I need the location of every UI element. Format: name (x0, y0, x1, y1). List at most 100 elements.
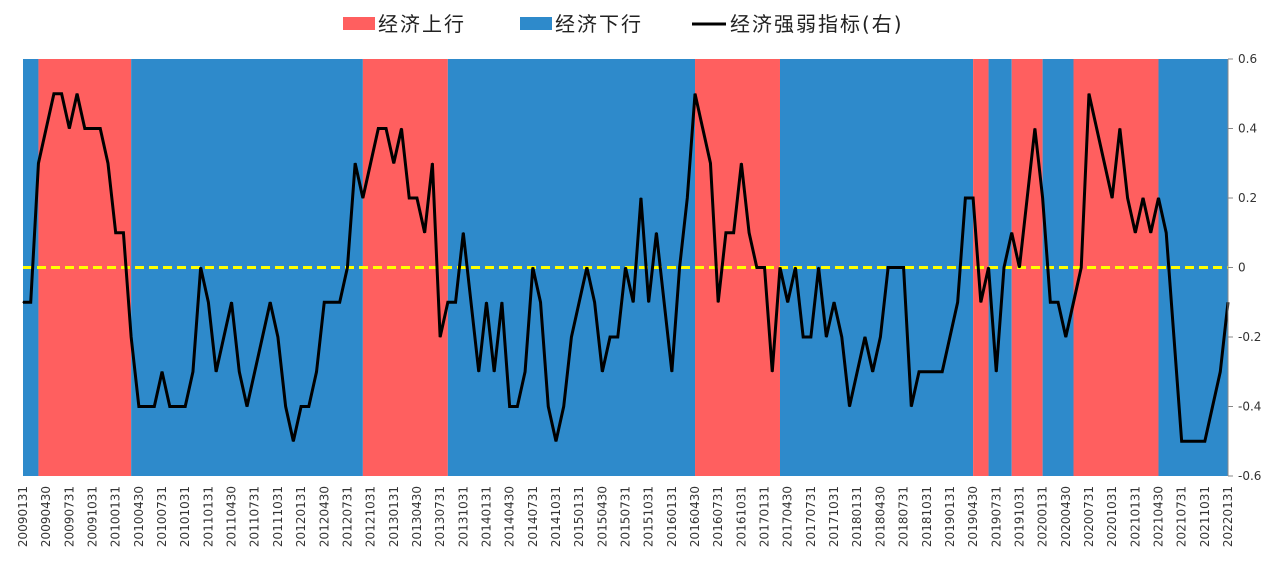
data-point (933, 371, 936, 373)
data-point (1026, 197, 1028, 199)
x-tick-label: 20180430 (873, 486, 887, 547)
data-point (207, 301, 209, 303)
data-point (524, 371, 526, 373)
x-tick-label: 20190430 (966, 486, 980, 547)
data-point (771, 371, 773, 373)
data-point (130, 336, 132, 338)
data-point (169, 405, 171, 408)
x-tick-label: 20171031 (827, 486, 841, 547)
data-point (1034, 127, 1036, 130)
data-point (864, 336, 866, 338)
data-point (462, 232, 464, 234)
data-point (439, 336, 441, 338)
data-point (601, 371, 603, 373)
data-point (740, 162, 742, 164)
x-tick-label: 20110731 (248, 486, 262, 547)
x-axis: 20090131 20090430 20090731 20091031 20100131… (16, 486, 1235, 547)
legend: 经济上行 经济下行 经济强弱指标(右) (343, 12, 904, 36)
data-point (315, 371, 318, 373)
data-point (902, 266, 905, 269)
data-point (640, 197, 642, 199)
data-point (115, 232, 117, 234)
x-tick-label: 20130131 (387, 486, 401, 547)
x-tick-label: 20180131 (850, 486, 864, 547)
data-point (949, 336, 951, 338)
data-point (1150, 232, 1152, 234)
data-point (1157, 197, 1160, 199)
data-point (872, 371, 874, 373)
data-point (308, 405, 310, 408)
data-point (84, 127, 86, 130)
data-point (678, 266, 681, 269)
data-point (478, 371, 480, 373)
data-point (926, 371, 928, 373)
data-point (980, 301, 982, 303)
data-point (879, 336, 882, 338)
data-point (1119, 127, 1121, 130)
data-point (331, 301, 333, 303)
data-point (686, 197, 688, 199)
data-point (632, 301, 634, 303)
y-tick-label: 0 (1238, 261, 1246, 275)
legend-label-line: 经济强弱指标(右) (730, 12, 904, 36)
data-point (1173, 336, 1175, 338)
data-point (99, 127, 101, 130)
data-point (346, 266, 349, 269)
legend-label-down: 经济下行 (555, 12, 643, 36)
data-point (1103, 162, 1106, 164)
data-point (408, 197, 410, 199)
data-point (694, 93, 696, 95)
y-tick-label: -0.4 (1238, 400, 1261, 414)
data-point (748, 232, 750, 234)
data-point (277, 336, 279, 338)
x-tick-label: 20200430 (1059, 486, 1073, 547)
x-tick-label: 20120131 (294, 486, 308, 547)
data-point (45, 127, 47, 130)
data-point (663, 301, 665, 303)
data-point (702, 127, 704, 130)
data-point (76, 93, 78, 95)
data-point (941, 371, 943, 373)
data-point (1018, 266, 1021, 269)
data-point (339, 301, 341, 303)
x-tick-label: 20111031 (271, 486, 285, 547)
data-point (957, 301, 959, 303)
x-tick-label: 20090731 (62, 486, 76, 547)
data-point (369, 162, 372, 164)
data-point (887, 266, 889, 269)
data-point (145, 405, 148, 408)
data-point (153, 405, 155, 408)
x-tick-label: 20150430 (595, 486, 609, 547)
data-point (578, 301, 580, 303)
data-point (1111, 197, 1113, 199)
data-point (794, 266, 797, 269)
x-tick-label: 20090131 (16, 486, 30, 547)
x-tick-label: 20210430 (1151, 486, 1165, 547)
data-point (802, 336, 804, 338)
data-point (354, 162, 356, 164)
x-tick-label: 20170430 (781, 486, 795, 547)
legend-label-up: 经济上行 (378, 12, 466, 36)
data-point (254, 371, 256, 373)
data-point (292, 440, 294, 442)
data-point (609, 336, 611, 338)
x-tick-label: 20190131 (943, 486, 957, 547)
data-point (655, 232, 657, 234)
data-point (184, 405, 186, 408)
data-point (810, 336, 812, 338)
data-point (1042, 197, 1044, 199)
x-tick-label: 20151031 (642, 486, 656, 547)
x-tick-label: 20140731 (526, 486, 540, 547)
data-point (539, 301, 542, 303)
x-tick-label: 20091031 (86, 486, 100, 547)
data-point (485, 301, 488, 303)
data-point (532, 266, 534, 269)
data-point (733, 232, 735, 234)
data-point (107, 162, 109, 164)
data-point (918, 371, 920, 373)
data-point (37, 162, 40, 164)
data-point (1196, 440, 1198, 442)
data-point (1057, 301, 1059, 303)
data-point (161, 371, 163, 373)
